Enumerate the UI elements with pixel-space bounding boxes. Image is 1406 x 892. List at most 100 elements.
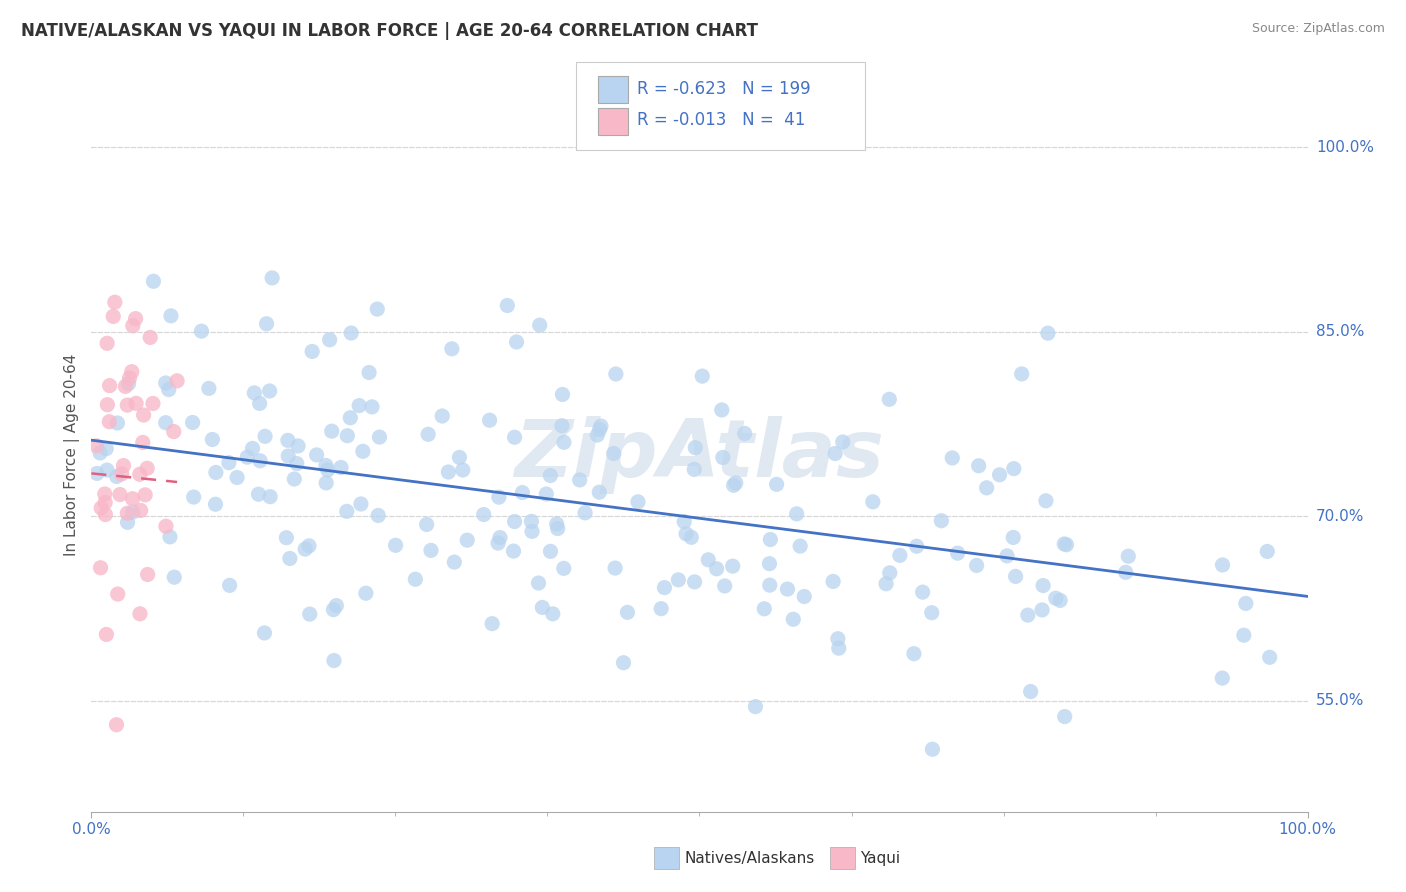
Point [368,430,391,444]
Point [527,576,550,591]
Point [277,434,299,448]
Point [136,461,159,475]
Point [136,567,159,582]
Point [166,374,188,388]
Point [121,365,143,379]
Point [734,426,756,441]
Point [921,742,943,756]
Point [361,400,384,414]
Point [711,450,734,465]
Point [520,524,543,539]
Point [283,472,305,486]
Point [318,333,340,347]
Point [673,515,696,529]
Point [553,435,575,450]
Point [205,466,228,480]
Point [512,485,534,500]
Point [107,587,129,601]
Point [823,574,845,589]
Point [325,599,347,613]
Point [404,572,426,586]
Point [828,641,851,656]
Point [305,448,328,462]
Point [86,439,108,453]
Point [721,559,744,574]
Point [287,439,309,453]
Point [104,295,127,310]
Point [242,442,264,456]
Point [616,605,638,619]
Point [966,558,988,573]
Point [456,533,478,548]
Point [121,505,143,519]
Text: 55.0%: 55.0% [1316,693,1364,708]
Point [1035,493,1057,508]
Point [654,581,676,595]
Point [96,463,118,477]
Point [605,561,627,575]
Point [946,546,969,560]
Point [323,653,346,667]
Point [160,309,183,323]
Point [1256,544,1278,558]
Point [354,586,377,600]
Point [1002,461,1025,475]
Point [697,553,720,567]
Point [243,385,266,400]
Point [786,507,808,521]
Point [98,415,121,429]
Point [198,381,221,395]
Text: Natives/Alaskans: Natives/Alaskans [685,851,815,865]
Point [758,557,780,571]
Point [98,378,121,392]
Point [503,515,526,529]
Point [1031,603,1053,617]
Point [190,324,212,338]
Point [931,514,953,528]
Point [683,574,706,589]
Point [911,585,934,599]
Point [683,462,706,476]
Point [139,330,162,344]
Point [586,428,609,442]
Point [253,626,276,640]
Point [157,383,180,397]
Point [315,475,337,490]
Point [155,519,177,533]
Point [256,317,278,331]
Point [1011,367,1033,381]
Point [128,467,150,482]
Text: 70.0%: 70.0% [1316,509,1364,524]
Point [111,467,134,481]
Point [124,311,146,326]
Point [129,503,152,517]
Point [1049,593,1071,607]
Point [350,497,373,511]
Point [589,419,612,434]
Point [520,515,543,529]
Point [330,460,353,475]
Point [574,506,596,520]
Point [472,508,495,522]
Point [352,444,374,458]
Point [1211,671,1233,685]
Text: Source: ZipAtlas.com: Source: ZipAtlas.com [1251,22,1385,36]
Point [875,576,897,591]
Point [321,424,343,438]
Point [976,481,998,495]
Point [683,441,706,455]
Point [357,366,380,380]
Point [347,399,370,413]
Point [489,531,512,545]
Point [437,465,460,479]
Point [218,456,240,470]
Point [759,533,782,547]
Point [488,490,510,504]
Point [432,409,454,423]
Point [340,326,363,340]
Text: NATIVE/ALASKAN VS YAQUI IN LABOR FORCE | AGE 20-64 CORRELATION CHART: NATIVE/ALASKAN VS YAQUI IN LABOR FORCE |… [21,22,758,40]
Point [254,429,277,443]
Point [204,497,226,511]
Point [107,416,129,430]
Point [118,371,141,385]
